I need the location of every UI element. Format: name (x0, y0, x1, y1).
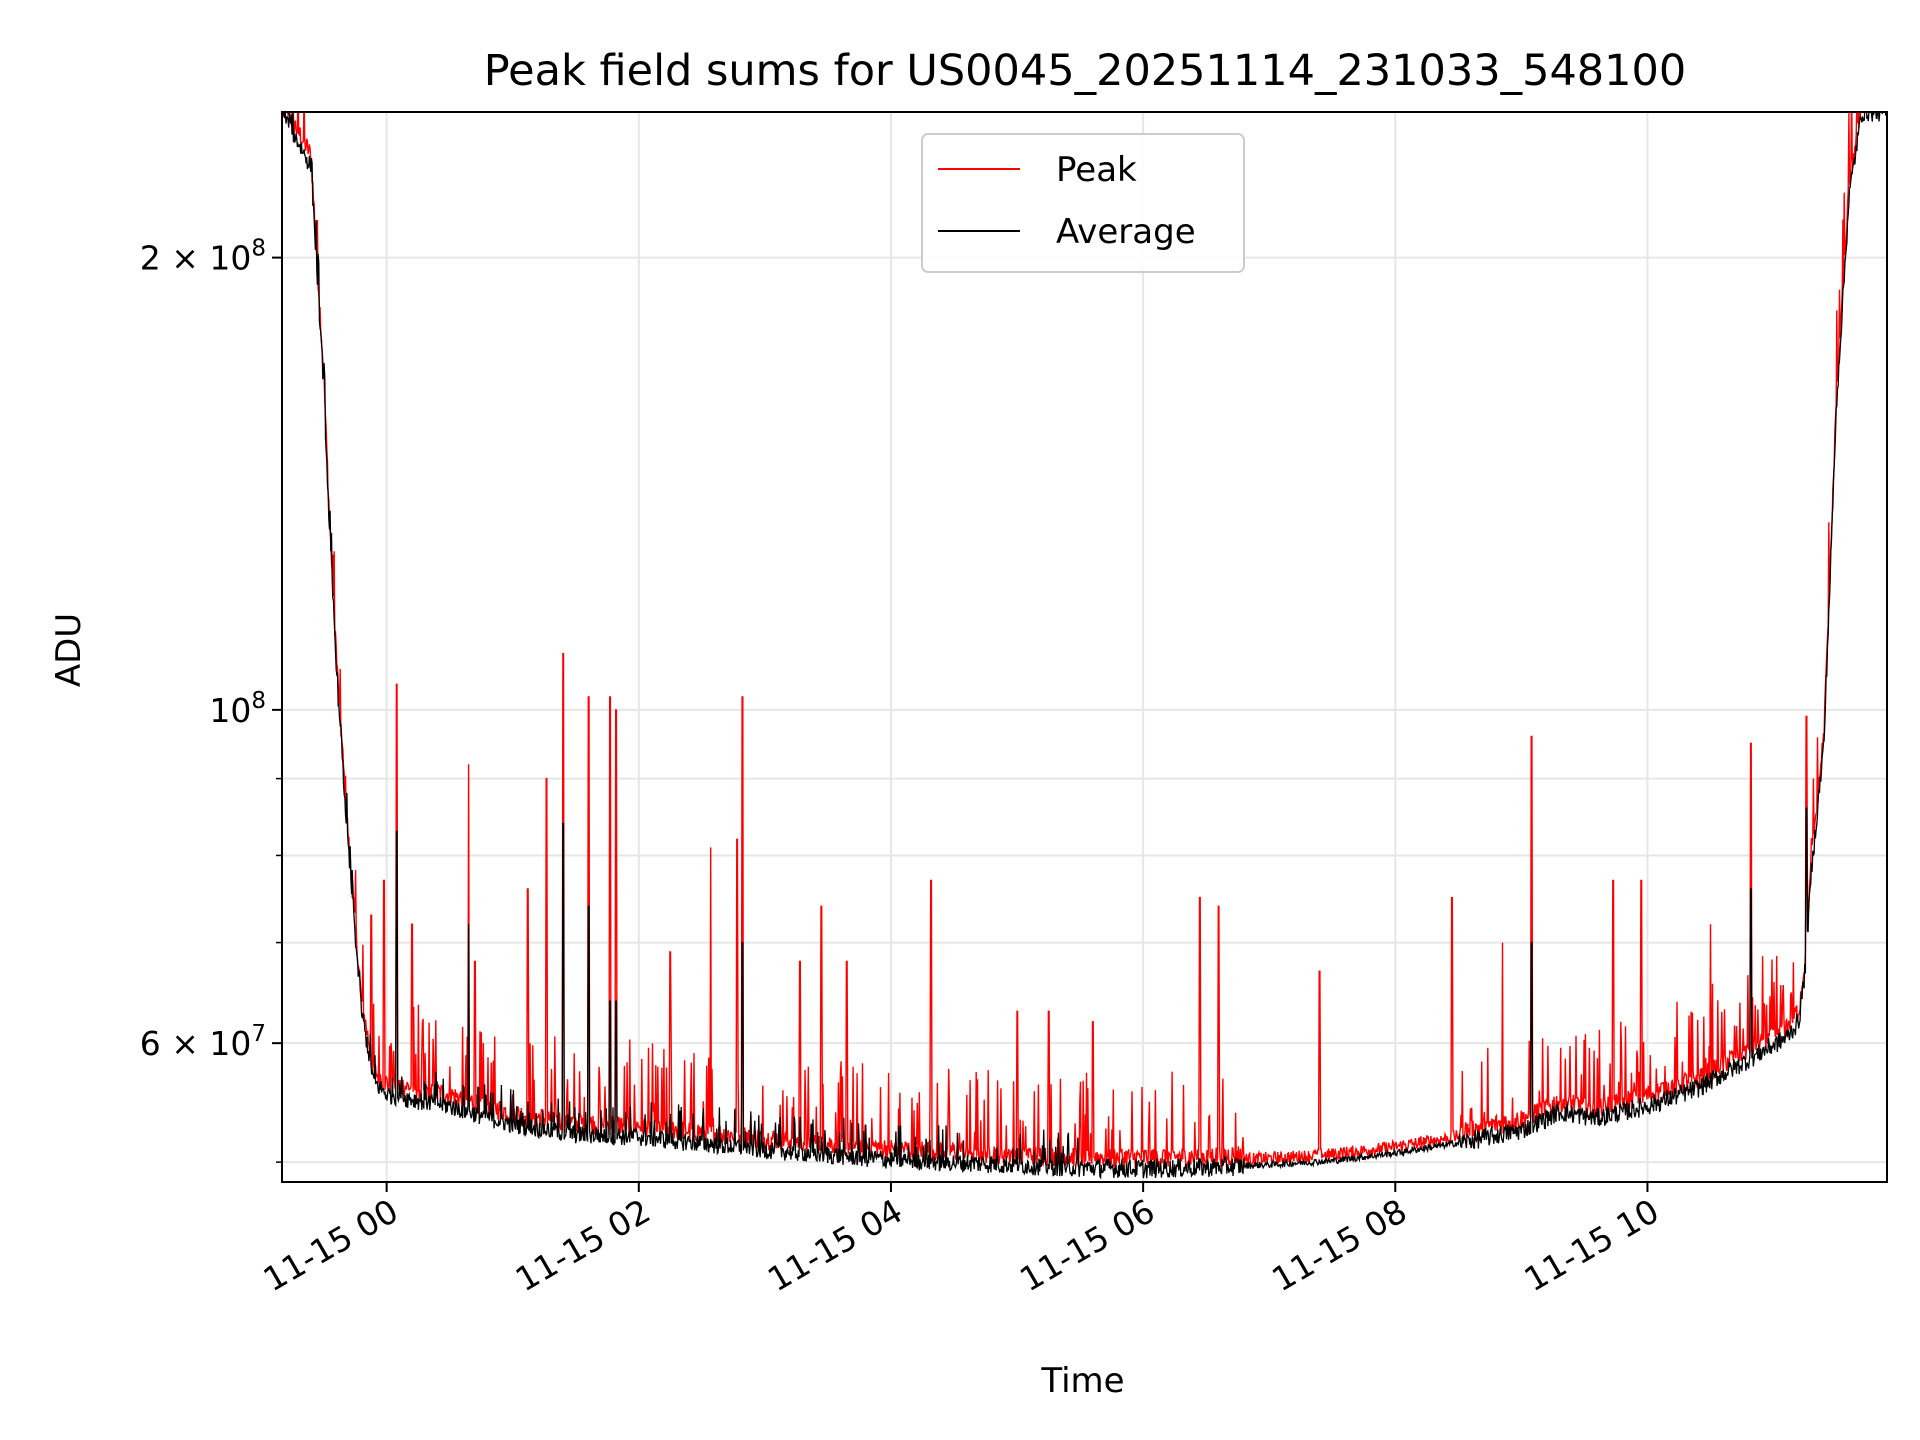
y-axis-label: ADU (49, 613, 89, 687)
y-axis: 2 × 108 108 6 × 107 (140, 236, 282, 1163)
x-axis: 11-15 00 11-15 02 11-15 04 11-15 06 11-15 08… (257, 1182, 1665, 1299)
y-tick-label: 2 × 108 (140, 236, 266, 278)
x-tick-label: 11-15 04 (761, 1191, 909, 1299)
plot-frame (281, 111, 1888, 1183)
legend-label-peak: Peak (1056, 150, 1137, 190)
y-tick-label: 108 (209, 688, 266, 730)
x-axis-label: Time (1040, 1361, 1124, 1401)
x-tick-label: 11-15 08 (1265, 1191, 1413, 1299)
y-tick-label: 6 × 107 (140, 1021, 266, 1063)
series-line-average (282, 112, 1887, 1180)
chart-title: Peak field sums for US0045_20251114_2310… (484, 46, 1687, 96)
x-tick-label: 11-15 06 (1013, 1191, 1161, 1299)
x-tick-label: 11-15 10 (1517, 1191, 1665, 1299)
legend-label-average: Average (1056, 212, 1196, 252)
grid-lines (282, 112, 1887, 1182)
series-area (282, 112, 1887, 1180)
x-tick-label: 11-15 02 (509, 1191, 657, 1299)
x-tick-label: 11-15 00 (257, 1191, 405, 1299)
legend: Peak Average (921, 133, 1245, 273)
